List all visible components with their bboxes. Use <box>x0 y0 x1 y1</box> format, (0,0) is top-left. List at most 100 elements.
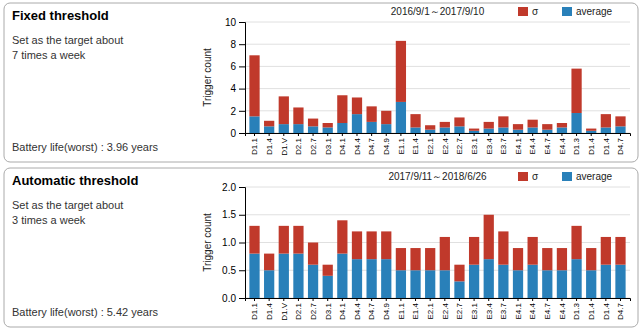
bar <box>557 123 567 127</box>
bar <box>601 237 611 265</box>
bar <box>513 248 523 270</box>
x-tick: E3.1 <box>470 298 479 319</box>
x-tick-label: D4.7 <box>367 302 376 319</box>
bar <box>498 127 508 133</box>
x-tick: E4.4 <box>558 298 567 319</box>
bar <box>557 248 567 270</box>
grid-line <box>245 22 630 23</box>
y-axis-line <box>239 188 246 299</box>
bar <box>513 270 523 298</box>
y-tick: 4 <box>230 83 245 94</box>
x-tick-mark <box>430 298 431 301</box>
x-tick-label: D4.7 <box>616 302 625 319</box>
x-tick-label: E4.1 <box>514 302 523 319</box>
x-tick-mark <box>327 298 328 301</box>
x-tick-label: D4.9 <box>382 137 391 154</box>
x-tick-label: D1.4 <box>265 137 274 154</box>
x-tick: D1.3 <box>572 133 581 155</box>
bar <box>498 231 508 264</box>
x-tick: E3.7 <box>499 298 508 319</box>
y-tick-mark <box>239 270 245 271</box>
x-tick-label: D4.4 <box>353 302 362 319</box>
bar <box>542 124 552 130</box>
x-tick-label: D4.7 <box>367 137 376 154</box>
bar <box>279 124 289 133</box>
bar <box>425 125 435 129</box>
x-tick-mark <box>561 298 562 301</box>
bar <box>528 237 538 265</box>
bar <box>293 254 303 298</box>
x-tick-mark <box>532 298 533 301</box>
bar <box>484 259 494 298</box>
bar <box>381 259 391 298</box>
legend-label: σ <box>532 6 539 17</box>
y-tick-mark <box>239 89 245 90</box>
x-tick: E2.7 <box>455 133 464 154</box>
bar <box>367 259 377 298</box>
x-tick-label: E3.1 <box>470 302 479 319</box>
y-tick-label: 0.0 <box>222 293 236 304</box>
bar <box>308 119 318 127</box>
bar-series <box>249 215 625 282</box>
x-tick-label: D4.9 <box>382 302 391 319</box>
x-tick-label: D1.3 <box>572 302 581 319</box>
bar <box>396 248 406 270</box>
bar <box>381 111 391 124</box>
x-tick-mark <box>298 298 299 301</box>
x-tick-mark <box>576 298 577 301</box>
x-tick-mark <box>444 298 445 301</box>
x-tick-mark <box>356 133 357 136</box>
x-tick: D2.7 <box>309 298 318 320</box>
x-tick-label: E3.7 <box>499 302 508 319</box>
bar <box>264 254 274 271</box>
x-tick-mark <box>313 298 314 301</box>
x-tick-label: E2.1 <box>426 302 435 319</box>
x-tick: D2.7 <box>309 133 318 155</box>
x-tick-label: D3.1 <box>324 302 333 319</box>
x-tick-mark <box>313 133 314 136</box>
y-axis: 0.00.51.01.52.0 <box>222 182 245 304</box>
grid-line <box>245 187 630 188</box>
bar <box>484 122 494 129</box>
legend: σaverage <box>518 6 613 17</box>
y-tick-mark <box>239 187 245 188</box>
panel: Fixed thresholdSet as the target about7 … <box>4 3 638 162</box>
x-tick-mark <box>269 298 270 301</box>
x-tick: E1.4 <box>411 133 420 154</box>
bar <box>410 127 420 133</box>
x-tick: E1.4 <box>411 298 420 319</box>
x-tick-label: E3.7 <box>499 137 508 154</box>
x-tick-mark <box>283 133 284 136</box>
bar <box>367 231 377 259</box>
bar <box>293 124 303 133</box>
x-tick-mark <box>386 133 387 136</box>
bar <box>308 243 318 265</box>
x-tick: E4.1 <box>514 298 523 319</box>
x-tick-mark <box>415 133 416 136</box>
bar-series <box>249 41 625 131</box>
x-tick-mark <box>254 133 255 136</box>
bar <box>513 130 523 133</box>
panel-frame <box>4 168 638 327</box>
y-axis: 0246810 <box>225 17 246 139</box>
bar <box>323 127 333 133</box>
bar <box>469 265 479 298</box>
x-tick: D1.4 <box>265 298 274 320</box>
x-tick-label: E4.4 <box>528 137 537 154</box>
y-tick: 8 <box>230 39 245 50</box>
x-tick: D4.9 <box>382 298 391 320</box>
bar <box>601 265 611 298</box>
bar <box>571 113 581 133</box>
legend-swatch <box>518 7 528 16</box>
x-tick: E2.4 <box>441 298 450 319</box>
y-tick-mark <box>239 215 245 216</box>
y-axis-line <box>239 23 246 134</box>
bar <box>352 231 362 259</box>
x-tick: D4.7 <box>616 298 625 320</box>
y-tick: 6 <box>230 61 245 72</box>
x-tick: D4.9 <box>382 133 391 155</box>
y-tick: 0 <box>230 128 245 139</box>
bars <box>249 215 625 298</box>
y-tick: 0.5 <box>222 265 245 276</box>
x-tick: E4.4 <box>528 298 537 319</box>
